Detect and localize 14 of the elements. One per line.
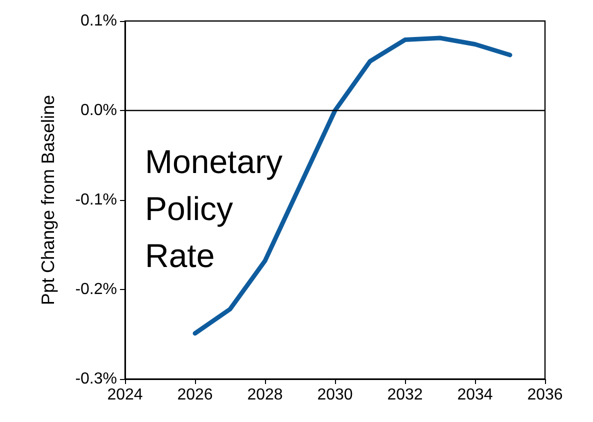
y-axis-title: Ppt Change from Baseline bbox=[38, 94, 58, 306]
x-tick-label: 2030 bbox=[317, 386, 353, 404]
y-tick-label: -0.1% bbox=[75, 192, 117, 208]
x-tick-label: 2034 bbox=[457, 386, 493, 404]
x-tick-label: 2032 bbox=[387, 386, 423, 404]
x-tick-label: 2036 bbox=[527, 386, 563, 404]
y-tick-label: -0.2% bbox=[75, 281, 117, 298]
x-tick-label: 2028 bbox=[247, 386, 283, 404]
y-tick-label: 0.1% bbox=[80, 12, 117, 30]
y-tick-label: 0.0% bbox=[80, 102, 117, 119]
x-tick-label: 2024 bbox=[107, 386, 143, 404]
annotation: Monetary Policy Rate bbox=[145, 143, 284, 274]
y-tick-label: -0.3% bbox=[75, 370, 117, 388]
x-tick-label: 2026 bbox=[177, 386, 213, 404]
